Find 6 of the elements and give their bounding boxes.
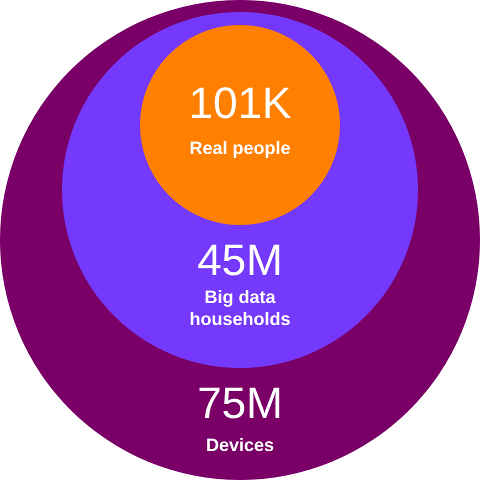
data-label: 101K (188, 79, 292, 128)
category-label: Real people (189, 138, 291, 158)
data-label: 75M (197, 379, 283, 428)
category-label: Devices (206, 435, 274, 455)
data-label: 45M (197, 236, 283, 285)
category-label: Big data households (189, 287, 291, 329)
